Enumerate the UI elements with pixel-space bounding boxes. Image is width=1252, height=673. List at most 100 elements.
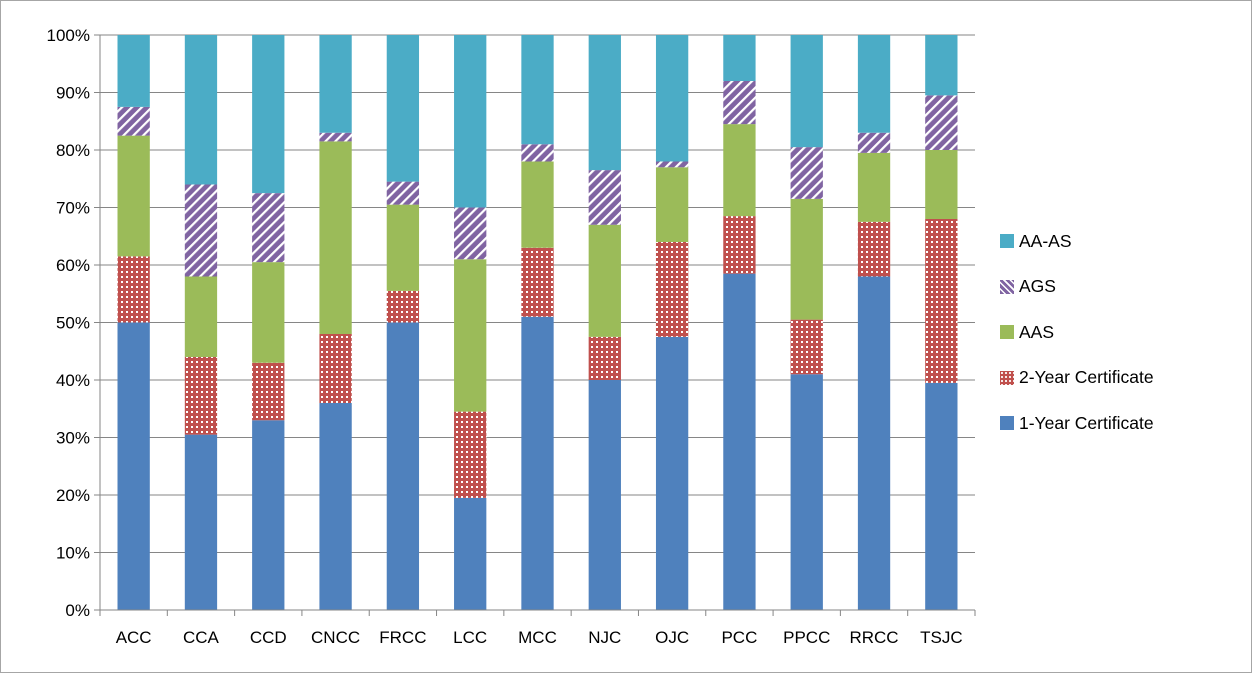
bar-segment-1-year-certificate — [655, 336, 689, 610]
bar-segment-1-year-certificate — [454, 497, 487, 610]
bar-segment-aas — [454, 259, 487, 412]
bar-segment-1-year-certificate — [588, 380, 621, 610]
bar-segment-aas — [521, 161, 554, 248]
bar-segment-aas — [319, 141, 352, 334]
bar-segment-ags — [857, 132, 891, 153]
x-tick-label: OJC — [655, 628, 689, 647]
x-tick-label: NJC — [588, 628, 621, 647]
x-tick-label: CCA — [183, 628, 220, 647]
bar-segment-aa-as — [184, 35, 218, 185]
bar-segment-ags — [454, 207, 487, 260]
bar-segment-2-year-certificate — [723, 216, 756, 274]
y-tick-label: 10% — [56, 544, 90, 563]
bar-segment-aa-as — [588, 35, 621, 171]
bars — [117, 35, 958, 610]
legend-label: 1-Year Certificate — [1019, 412, 1154, 433]
axes: 0% 10% 20% 30% 40% 50% 60% 70% 80% 90% 100% ACC CCA C… — [47, 26, 976, 647]
bar-segment-aa-as — [857, 35, 891, 133]
legend-item: 1-Year Certificate — [1000, 410, 1240, 436]
bar-segment-ags — [790, 147, 823, 199]
legend-swatch — [1000, 325, 1014, 339]
bar-segment-ags — [252, 193, 285, 263]
legend-label: AA-AS — [1019, 230, 1072, 251]
bar-segment-1-year-certificate — [857, 276, 891, 610]
bar-segment-ags — [723, 81, 756, 125]
bar-segment-1-year-certificate — [252, 420, 285, 610]
bar-segment-aas — [386, 204, 420, 291]
bar-segment-aa-as — [723, 35, 756, 81]
legend-item: AGS — [1000, 274, 1240, 300]
x-tick-label: PPCC — [783, 628, 830, 647]
x-tick-label: FRCC — [379, 628, 426, 647]
x-tick-label: LCC — [453, 628, 487, 647]
bar-segment-ags — [521, 144, 554, 162]
bar-segment-ags — [117, 106, 150, 136]
bar-segment-2-year-certificate — [925, 219, 958, 383]
bar-segment-aas — [857, 152, 891, 222]
y-tick-label: 30% — [56, 429, 90, 448]
bar-segment-aas — [790, 198, 823, 320]
x-tick-label: MCC — [518, 628, 557, 647]
legend-item: 2-Year Certificate — [1000, 365, 1240, 391]
legend-label: AAS — [1019, 321, 1055, 342]
bar-segment-aa-as — [454, 35, 487, 208]
y-tick-label: 0% — [65, 601, 90, 620]
bar-segment-2-year-certificate — [655, 242, 689, 337]
bar-segment-1-year-certificate — [723, 273, 756, 610]
legend: AA-AS AGS AAS 2-Year Certificate 1-Year Cert… — [1000, 228, 1240, 456]
bar-segment-ags — [184, 184, 218, 277]
bar-segment-2-year-certificate — [117, 256, 150, 323]
bar-segment-1-year-certificate — [386, 322, 420, 610]
bar-segment-ags — [925, 95, 958, 150]
legend-item: AA-AS — [1000, 228, 1240, 254]
legend-swatch — [1000, 279, 1014, 294]
bar-segment-2-year-certificate — [521, 247, 554, 317]
x-tick-label: RRCC — [849, 628, 898, 647]
bar-segment-2-year-certificate — [588, 336, 621, 380]
x-tick-label: CNCC — [311, 628, 360, 647]
bar-segment-aas — [655, 167, 689, 242]
x-tick-label: PCC — [721, 628, 757, 647]
bar-segment-aa-as — [252, 35, 285, 194]
bar-segment-1-year-certificate — [184, 434, 218, 610]
bar-segment-2-year-certificate — [790, 319, 823, 375]
x-tick-label: ACC — [116, 628, 152, 647]
bar-segment-aa-as — [386, 35, 420, 182]
y-tick-label: 80% — [56, 141, 90, 160]
y-tick-label: 90% — [56, 84, 90, 103]
bar-segment-2-year-certificate — [454, 411, 487, 498]
y-tick-label: 70% — [56, 199, 90, 218]
bar-segment-1-year-certificate — [319, 403, 352, 610]
legend-label: AGS — [1019, 276, 1056, 296]
bar-segment-1-year-certificate — [925, 382, 958, 610]
legend-label: 2-Year Certificate — [1019, 367, 1154, 387]
legend-item: AAS — [1000, 319, 1240, 345]
x-tick-label: TSJC — [920, 628, 963, 647]
bar-segment-aas — [588, 224, 621, 337]
legend-swatch — [1000, 416, 1014, 430]
bar-segment-ags — [386, 181, 420, 205]
bar-segment-2-year-certificate — [184, 357, 218, 435]
legend-swatch — [1000, 234, 1014, 248]
y-tick-label: 100% — [47, 26, 90, 45]
bar-segment-aa-as — [117, 35, 150, 107]
bar-segment-aa-as — [521, 35, 554, 145]
y-tick-label: 20% — [56, 486, 90, 505]
bar-segment-aas — [117, 135, 150, 257]
bar-segment-aas — [184, 276, 218, 357]
bar-segment-aa-as — [925, 35, 958, 96]
bar-segment-1-year-certificate — [117, 322, 150, 610]
bar-segment-ags — [655, 161, 689, 168]
bar-segment-2-year-certificate — [386, 290, 420, 323]
bar-segment-aa-as — [790, 35, 823, 148]
bar-segment-aa-as — [655, 35, 689, 162]
legend-swatch — [1000, 370, 1014, 385]
y-tick-label: 50% — [56, 314, 90, 333]
bar-segment-2-year-certificate — [252, 362, 285, 421]
bar-segment-aas — [925, 150, 958, 219]
bar-segment-1-year-certificate — [521, 316, 554, 610]
bar-segment-ags — [319, 132, 352, 142]
bar-segment-aa-as — [319, 35, 352, 133]
